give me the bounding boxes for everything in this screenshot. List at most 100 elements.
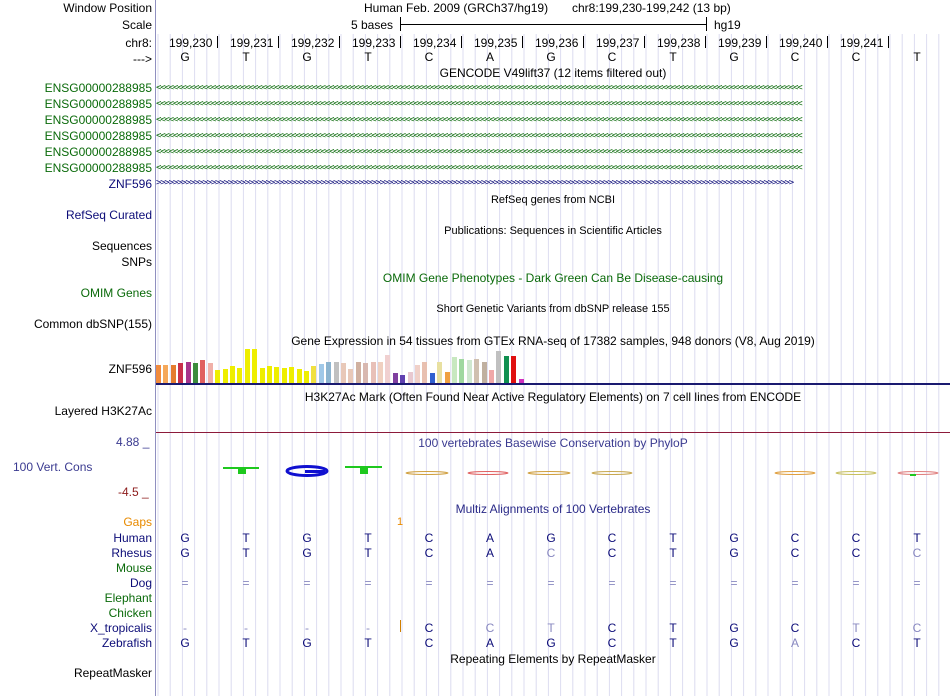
multiz-species-label[interactable]: Chicken xyxy=(108,606,152,620)
gtex-bar[interactable] xyxy=(496,351,502,384)
gencode-title[interactable]: GENCODE V49lift37 (12 items filtered out… xyxy=(439,66,667,80)
gtex-bar[interactable] xyxy=(452,357,457,384)
gencode-item-label[interactable]: ENSG00000288985 xyxy=(44,161,152,175)
repeat-title[interactable]: Repeating Elements by RepeatMasker xyxy=(450,652,656,666)
multiz-species-label[interactable]: X_tropicalis xyxy=(89,621,152,635)
gencode-item-label[interactable]: ENSG00000288985 xyxy=(44,129,152,143)
gtex-bar[interactable] xyxy=(518,379,524,384)
refseq-label[interactable]: RefSeq Curated xyxy=(65,208,152,222)
gtex-bar[interactable] xyxy=(466,360,472,384)
gtex-bar[interactable] xyxy=(370,362,376,384)
gtex-bar[interactable] xyxy=(281,368,287,384)
phylop-label[interactable]: 100 Vert. Cons xyxy=(13,460,93,474)
gtex-bar[interactable] xyxy=(363,363,369,384)
gtex-bar[interactable] xyxy=(385,355,391,384)
gtex-bar[interactable] xyxy=(511,356,517,384)
gtex-bar[interactable] xyxy=(333,362,339,384)
pubs-title[interactable]: Publications: Sequences in Scientific Ar… xyxy=(444,225,662,237)
h3k27ac-title[interactable]: H3K27Ac Mark (Often Found Near Active Re… xyxy=(304,390,802,404)
gencode-item-track[interactable]: <<<<<<<<<<<<<<<<<<<<<<<<<<<<<<<<<<<<<<<<… xyxy=(156,115,803,125)
gtex-bar[interactable] xyxy=(503,356,509,384)
gtex-bar[interactable] xyxy=(267,366,272,384)
multiz-species-label[interactable]: Mouse xyxy=(115,561,152,575)
gtex-bar[interactable] xyxy=(185,362,191,384)
gtex-title[interactable]: Gene Expression in 54 tissues from GTEx … xyxy=(291,334,815,348)
gtex-bar[interactable] xyxy=(289,367,295,384)
gtex-bar[interactable] xyxy=(422,362,428,384)
multiz-species-label[interactable]: Elephant xyxy=(104,591,152,605)
gtex-bar[interactable] xyxy=(437,362,443,384)
gtex-bar[interactable] xyxy=(489,370,494,384)
omim-title[interactable]: OMIM Gene Phenotypes - Dark Green Can Be… xyxy=(382,271,724,285)
dbsnp-label[interactable]: Common dbSNP(155) xyxy=(33,317,152,331)
gencode-item-label[interactable]: ENSG00000288985 xyxy=(44,81,152,95)
gtex-bar[interactable] xyxy=(178,363,184,384)
gtex-bar-chart[interactable] xyxy=(156,348,536,384)
ruler-position: 199,237 xyxy=(596,36,640,50)
gencode-item-track[interactable]: <<<<<<<<<<<<<<<<<<<<<<<<<<<<<<<<<<<<<<<<… xyxy=(156,99,803,109)
gtex-bar[interactable] xyxy=(429,373,435,384)
znf596-gene-label[interactable]: ZNF596 xyxy=(108,177,152,191)
gaps-label[interactable]: Gaps xyxy=(123,515,152,529)
gtex-bar[interactable] xyxy=(326,362,332,384)
refseq-title[interactable]: RefSeq genes from NCBI xyxy=(490,194,616,206)
gtex-bar[interactable] xyxy=(259,368,265,384)
multiz-base: G xyxy=(729,546,739,560)
multiz-base: G xyxy=(302,531,312,545)
gencode-item-track[interactable]: <<<<<<<<<<<<<<<<<<<<<<<<<<<<<<<<<<<<<<<<… xyxy=(156,83,803,93)
gtex-bar[interactable] xyxy=(474,359,480,384)
gtex-bar[interactable] xyxy=(230,366,235,384)
gtex-bar[interactable] xyxy=(193,363,198,384)
multiz-title[interactable]: Multiz Alignments of 100 Vertebrates xyxy=(455,502,651,516)
gtex-bar[interactable] xyxy=(156,365,161,384)
gtex-bar[interactable] xyxy=(163,365,169,384)
h3k27ac-label[interactable]: Layered H3K27Ac xyxy=(54,404,152,418)
gtex-bar[interactable] xyxy=(200,360,206,384)
gtex-bar[interactable] xyxy=(355,362,361,384)
gtex-bar[interactable] xyxy=(304,371,309,384)
gtex-bar[interactable] xyxy=(222,369,228,384)
gencode-item-label[interactable]: ENSG00000288985 xyxy=(44,113,152,127)
snps-label[interactable]: SNPs xyxy=(121,255,152,269)
dbsnp-title[interactable]: Short Genetic Variants from dbSNP releas… xyxy=(436,303,670,315)
gtex-gene-label[interactable]: ZNF596 xyxy=(108,362,152,376)
gtex-bar[interactable] xyxy=(170,365,176,384)
multiz-species-label[interactable]: Rhesus xyxy=(111,546,152,560)
gtex-bar[interactable] xyxy=(392,373,398,384)
gencode-item-label[interactable]: ENSG00000288985 xyxy=(44,145,152,159)
omim-label[interactable]: OMIM Genes xyxy=(80,286,152,300)
gtex-bar[interactable] xyxy=(459,359,465,384)
gtex-bar[interactable] xyxy=(400,375,406,384)
gtex-bar[interactable] xyxy=(341,363,346,384)
gtex-bar[interactable] xyxy=(415,365,420,384)
multiz-species-label[interactable]: Dog xyxy=(129,576,152,590)
gtex-bar[interactable] xyxy=(348,369,354,384)
sequences-label[interactable]: Sequences xyxy=(91,239,152,253)
multiz-species-label[interactable]: Zebrafish xyxy=(101,636,152,650)
window-position-label: Window Position xyxy=(63,1,152,15)
gencode-item-track[interactable]: <<<<<<<<<<<<<<<<<<<<<<<<<<<<<<<<<<<<<<<<… xyxy=(156,131,803,141)
gencode-item-label[interactable]: ENSG00000288985 xyxy=(44,97,152,111)
gtex-bar[interactable] xyxy=(311,366,317,384)
gtex-bar[interactable] xyxy=(252,349,258,384)
region-text[interactable]: chr8:199,230-199,242 (13 bp) xyxy=(572,1,731,15)
gtex-bar[interactable] xyxy=(215,370,221,384)
gtex-bar[interactable] xyxy=(207,363,213,384)
gtex-bar[interactable] xyxy=(296,369,302,384)
gtex-bar[interactable] xyxy=(244,349,250,384)
gtex-bar[interactable] xyxy=(378,362,383,384)
phylop-title[interactable]: 100 vertebrates Basewise Conservation by… xyxy=(418,436,688,450)
gencode-item-track[interactable]: <<<<<<<<<<<<<<<<<<<<<<<<<<<<<<<<<<<<<<<<… xyxy=(156,163,803,173)
gtex-bar[interactable] xyxy=(274,367,280,384)
gtex-bar[interactable] xyxy=(318,364,324,384)
gtex-bar[interactable] xyxy=(481,362,487,384)
gencode-item-track[interactable]: <<<<<<<<<<<<<<<<<<<<<<<<<<<<<<<<<<<<<<<<… xyxy=(156,147,803,157)
repeat-label[interactable]: RepeatMasker xyxy=(73,666,152,680)
multiz-species-label[interactable]: Human xyxy=(113,531,152,545)
phylop-logo[interactable] xyxy=(156,458,950,486)
znf596-gene-track[interactable]: >>>>>>>>>>>>>>>>>>>>>>>>>>>>>>>>>>>>>>>>… xyxy=(156,178,794,188)
gtex-bar[interactable] xyxy=(444,372,450,384)
gtex-bar[interactable] xyxy=(237,368,243,384)
multiz-base: T xyxy=(364,546,372,560)
gtex-bar[interactable] xyxy=(407,372,413,384)
